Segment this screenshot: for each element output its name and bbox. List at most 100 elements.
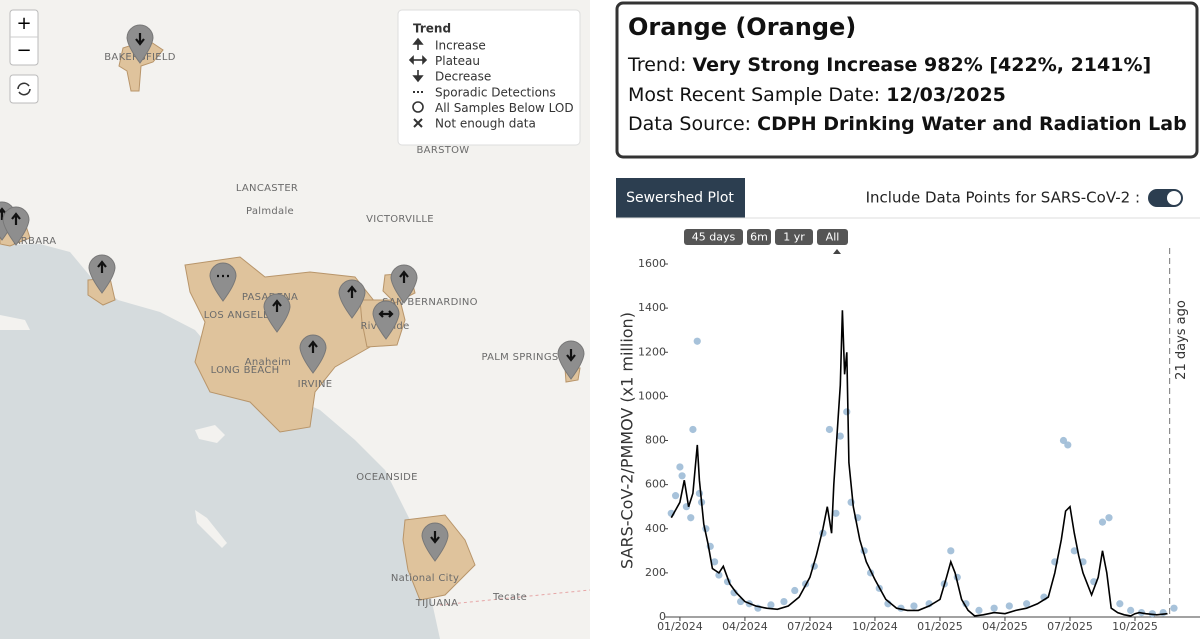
place-label: SAN BERNARDINO <box>382 297 478 308</box>
x-tick-label: 01/2024 <box>657 620 703 633</box>
toggle-knob <box>1167 191 1181 205</box>
place-label: LOS ANGELES <box>204 310 277 321</box>
map-marker[interactable] <box>2 206 30 246</box>
reset-icon <box>17 82 31 96</box>
data-point <box>1127 606 1135 614</box>
data-point <box>693 337 701 345</box>
data-point <box>715 571 723 579</box>
marker-icon <box>566 349 576 362</box>
data-point <box>678 472 686 480</box>
legend-item: Increase <box>435 39 486 53</box>
legend-title: Trend <box>413 22 451 36</box>
range-button[interactable] <box>747 229 771 245</box>
range-slider-marker <box>833 249 841 254</box>
data-point <box>710 558 719 566</box>
place-label: TIJUANA <box>415 598 459 609</box>
info-box <box>615 1 1199 159</box>
zoom-in[interactable]: + <box>16 13 31 34</box>
range-button[interactable] <box>775 229 813 245</box>
y-tick-label: 1400 <box>638 301 666 314</box>
data-point <box>676 463 684 471</box>
data-point <box>947 547 955 555</box>
data-point <box>695 489 704 498</box>
legend <box>397 9 581 146</box>
marker-icon <box>378 310 394 318</box>
place-label: VICTORVILLE <box>366 214 434 225</box>
reset-button[interactable] <box>9 74 39 104</box>
trend-line: Trend: Very Strong Increase 982% [422%, … <box>627 54 1151 76</box>
marker-icon <box>308 340 318 353</box>
place-label: Tecate <box>492 592 527 603</box>
legend-item: Not enough data <box>435 117 536 131</box>
legend-item: Sporadic Detections <box>435 85 556 99</box>
place-label: PALM SPRINGS <box>481 352 558 363</box>
data-point <box>975 606 983 614</box>
x-tick-label: 04/2024 <box>722 620 768 633</box>
place-label: OCEANSIDE <box>356 472 418 483</box>
x-tick-label: 07/2024 <box>787 620 833 633</box>
tab-label: Sewershed Plot <box>626 190 734 206</box>
data-point <box>671 492 680 500</box>
border <box>439 589 591 606</box>
legend-item: Decrease <box>435 70 491 84</box>
place-label: LONG BEACH <box>211 365 280 376</box>
map-marker[interactable] <box>88 254 116 294</box>
data-point <box>689 425 697 434</box>
y-tick-label: 1200 <box>638 345 666 358</box>
legend-item: Plateau <box>435 54 480 68</box>
data-point <box>1070 547 1078 555</box>
marker-icon <box>399 270 409 283</box>
data-point <box>1116 600 1124 608</box>
map-marker[interactable] <box>209 262 237 302</box>
annotation-label: 21 days ago <box>1174 300 1189 380</box>
map-ocean <box>0 244 440 639</box>
data-point <box>825 425 834 434</box>
data-point <box>1098 518 1107 526</box>
place-label: BARSTOW <box>417 145 470 156</box>
data-point <box>1064 441 1072 449</box>
marker-icon <box>272 299 282 312</box>
map-marker[interactable] <box>390 264 418 304</box>
place-label: National City <box>391 573 459 584</box>
map-marker[interactable] <box>372 300 400 340</box>
range-button-label: 6m <box>750 231 768 244</box>
y-tick-label: 0 <box>659 610 666 623</box>
y-tick-label: 600 <box>645 478 666 491</box>
zoom-out[interactable]: − <box>16 40 31 61</box>
y-tick-label: 200 <box>645 566 666 579</box>
date-line: Most Recent Sample Date: 12/03/2025 <box>628 84 1006 106</box>
data-point <box>1105 514 1113 522</box>
data-point <box>1023 600 1031 608</box>
trend-line <box>670 310 1168 617</box>
place-label: ARBARA <box>14 236 57 247</box>
y-tick-label: 400 <box>645 522 666 535</box>
tab[interactable] <box>616 178 745 218</box>
map-marker[interactable] <box>299 334 327 374</box>
place-label: Anaheim <box>245 357 291 368</box>
y-tick-label: 1000 <box>638 389 666 402</box>
islands <box>0 315 227 548</box>
marker-icon <box>430 531 440 544</box>
data-point <box>1170 604 1178 612</box>
place-label: IRVINE <box>298 379 333 390</box>
data-point <box>780 597 788 606</box>
range-button-label: 1 yr <box>783 231 805 244</box>
x-tick-label: 10/2025 <box>1112 620 1158 633</box>
data-point <box>791 586 799 595</box>
place-label: Palmdale <box>246 206 294 217</box>
marker-icon <box>97 260 107 273</box>
range-button[interactable] <box>817 229 848 245</box>
x-tick-label: 10/2024 <box>852 620 898 633</box>
y-tick-label: 800 <box>645 434 666 447</box>
map-marker[interactable] <box>263 293 291 333</box>
data-point <box>1005 602 1013 610</box>
data-point <box>767 601 775 609</box>
range-button[interactable] <box>684 229 743 245</box>
x-tick-label: 07/2025 <box>1047 620 1093 633</box>
marker-icon <box>11 212 21 225</box>
source-line: Data Source: CDPH Drinking Water and Rad… <box>628 113 1187 135</box>
range-button-label: All <box>826 231 840 244</box>
data-point <box>962 600 970 608</box>
map-marker[interactable] <box>338 279 366 319</box>
